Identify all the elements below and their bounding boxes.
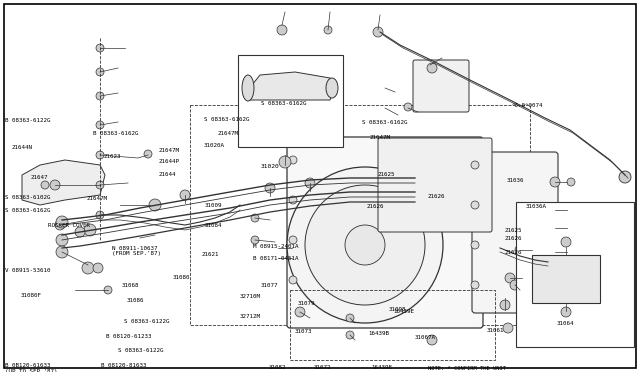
FancyBboxPatch shape (287, 137, 483, 328)
Bar (290, 290, 495, 360)
Text: 31061: 31061 (486, 328, 504, 333)
Text: 21647M: 21647M (159, 148, 180, 153)
Circle shape (56, 234, 68, 246)
Text: S 08363-6102G: S 08363-6102G (5, 195, 51, 200)
Circle shape (96, 151, 104, 159)
Text: ^3.0^0074: ^3.0^0074 (512, 103, 543, 108)
Text: B 08363-6122G: B 08363-6122G (5, 118, 51, 123)
Bar (238, 55, 343, 147)
Text: 31098: 31098 (389, 307, 406, 312)
Circle shape (561, 307, 571, 317)
Text: 31064: 31064 (557, 321, 574, 326)
Circle shape (50, 180, 60, 190)
Text: 31077: 31077 (261, 283, 278, 288)
Text: 31020A: 31020A (204, 143, 225, 148)
Text: 31084: 31084 (205, 223, 222, 228)
Text: S 08363-6122G: S 08363-6122G (124, 319, 169, 324)
Text: 21625: 21625 (504, 228, 522, 232)
Text: 21644N: 21644N (12, 145, 33, 150)
Text: B 08363-6162G: B 08363-6162G (93, 131, 138, 136)
Circle shape (277, 25, 287, 35)
Text: 21626: 21626 (366, 204, 383, 209)
Text: 16439E: 16439E (394, 309, 415, 314)
Circle shape (289, 196, 297, 204)
Bar (516, 202, 634, 347)
Text: 21647M: 21647M (86, 196, 108, 201)
Text: 31020: 31020 (261, 164, 280, 169)
FancyBboxPatch shape (472, 152, 558, 313)
Text: 16439E: 16439E (371, 365, 392, 369)
Text: 31036: 31036 (507, 178, 524, 183)
Circle shape (346, 314, 354, 322)
Text: 32712M: 32712M (240, 314, 261, 319)
Text: S 08363-6162G: S 08363-6162G (362, 120, 407, 125)
Circle shape (144, 150, 152, 158)
Circle shape (567, 224, 575, 232)
Text: 31080F: 31080F (20, 293, 42, 298)
Text: 31072: 31072 (314, 365, 331, 369)
Text: 21623: 21623 (104, 154, 121, 159)
Circle shape (471, 161, 479, 169)
Circle shape (289, 156, 297, 164)
Polygon shape (22, 160, 105, 205)
Bar (190, 105, 530, 325)
Circle shape (510, 280, 520, 290)
Circle shape (345, 225, 385, 265)
Circle shape (550, 177, 560, 187)
Text: S 08363-6122G: S 08363-6122G (118, 348, 164, 353)
Circle shape (471, 201, 479, 209)
FancyBboxPatch shape (413, 60, 469, 112)
Text: 31086: 31086 (127, 298, 144, 302)
Text: S 08363-6162G: S 08363-6162G (5, 208, 51, 213)
Circle shape (567, 206, 575, 214)
Text: 21621: 21621 (202, 252, 219, 257)
Circle shape (619, 171, 631, 183)
Text: 31073: 31073 (294, 329, 312, 334)
Circle shape (550, 247, 560, 257)
Circle shape (567, 178, 575, 186)
Circle shape (104, 286, 112, 294)
Text: 21644P: 21644P (159, 159, 180, 164)
Circle shape (515, 245, 525, 255)
Text: 31036A: 31036A (526, 204, 547, 209)
Text: V 08915-53610: V 08915-53610 (5, 268, 51, 273)
Circle shape (305, 185, 425, 305)
Circle shape (96, 68, 104, 76)
Circle shape (287, 167, 443, 323)
Text: 21626: 21626 (504, 236, 522, 241)
Text: B 0B120-61633
(UP TO SEP.'87)
B 0B120-62533
(FROM SEP.'87): B 0B120-61633 (UP TO SEP.'87) B 0B120-62… (5, 363, 58, 372)
Circle shape (96, 121, 104, 129)
Circle shape (346, 331, 354, 339)
Circle shape (96, 181, 104, 189)
Text: NOTE: * CONFIRM THE UNIT
ASSY P/N (31020)
FROM THE NAME PLATE: NOTE: * CONFIRM THE UNIT ASSY P/N (31020… (428, 366, 506, 372)
Ellipse shape (242, 75, 254, 101)
Circle shape (522, 274, 530, 282)
Circle shape (550, 205, 560, 215)
Text: 31068: 31068 (122, 283, 139, 288)
Bar (532, 255, 600, 303)
Text: 31082: 31082 (269, 365, 286, 369)
Text: 21626: 21626 (504, 250, 522, 255)
Text: B 08120-61233: B 08120-61233 (106, 334, 151, 339)
Circle shape (251, 236, 259, 244)
Circle shape (96, 44, 104, 52)
Circle shape (500, 300, 510, 310)
Circle shape (532, 246, 540, 254)
Text: B 08120-81633: B 08120-81633 (101, 363, 147, 368)
Text: 31067A: 31067A (415, 335, 436, 340)
Text: M 08915-2401A: M 08915-2401A (253, 244, 298, 248)
Circle shape (427, 335, 437, 345)
Circle shape (471, 281, 479, 289)
Circle shape (55, 220, 65, 230)
Text: 21626: 21626 (428, 194, 445, 199)
Text: 31079: 31079 (298, 301, 315, 306)
Text: 21647M: 21647M (218, 131, 239, 136)
Circle shape (265, 183, 275, 193)
FancyBboxPatch shape (378, 138, 492, 232)
Circle shape (56, 216, 68, 228)
Text: 31080: 31080 (173, 275, 190, 280)
Circle shape (96, 211, 104, 219)
Text: 32710M: 32710M (240, 294, 261, 299)
Circle shape (289, 236, 297, 244)
Text: B 08171-0451A: B 08171-0451A (253, 256, 298, 261)
